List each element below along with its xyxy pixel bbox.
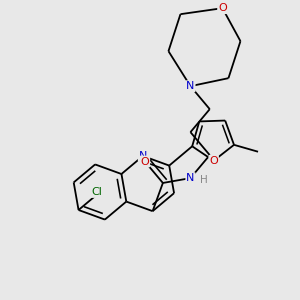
Text: O: O xyxy=(218,3,227,13)
Text: N: N xyxy=(186,173,195,183)
Text: H: H xyxy=(200,175,207,185)
Text: N: N xyxy=(186,81,195,91)
Text: O: O xyxy=(209,156,218,166)
Text: N: N xyxy=(139,151,147,161)
Text: Cl: Cl xyxy=(92,187,102,197)
Text: O: O xyxy=(140,157,149,166)
